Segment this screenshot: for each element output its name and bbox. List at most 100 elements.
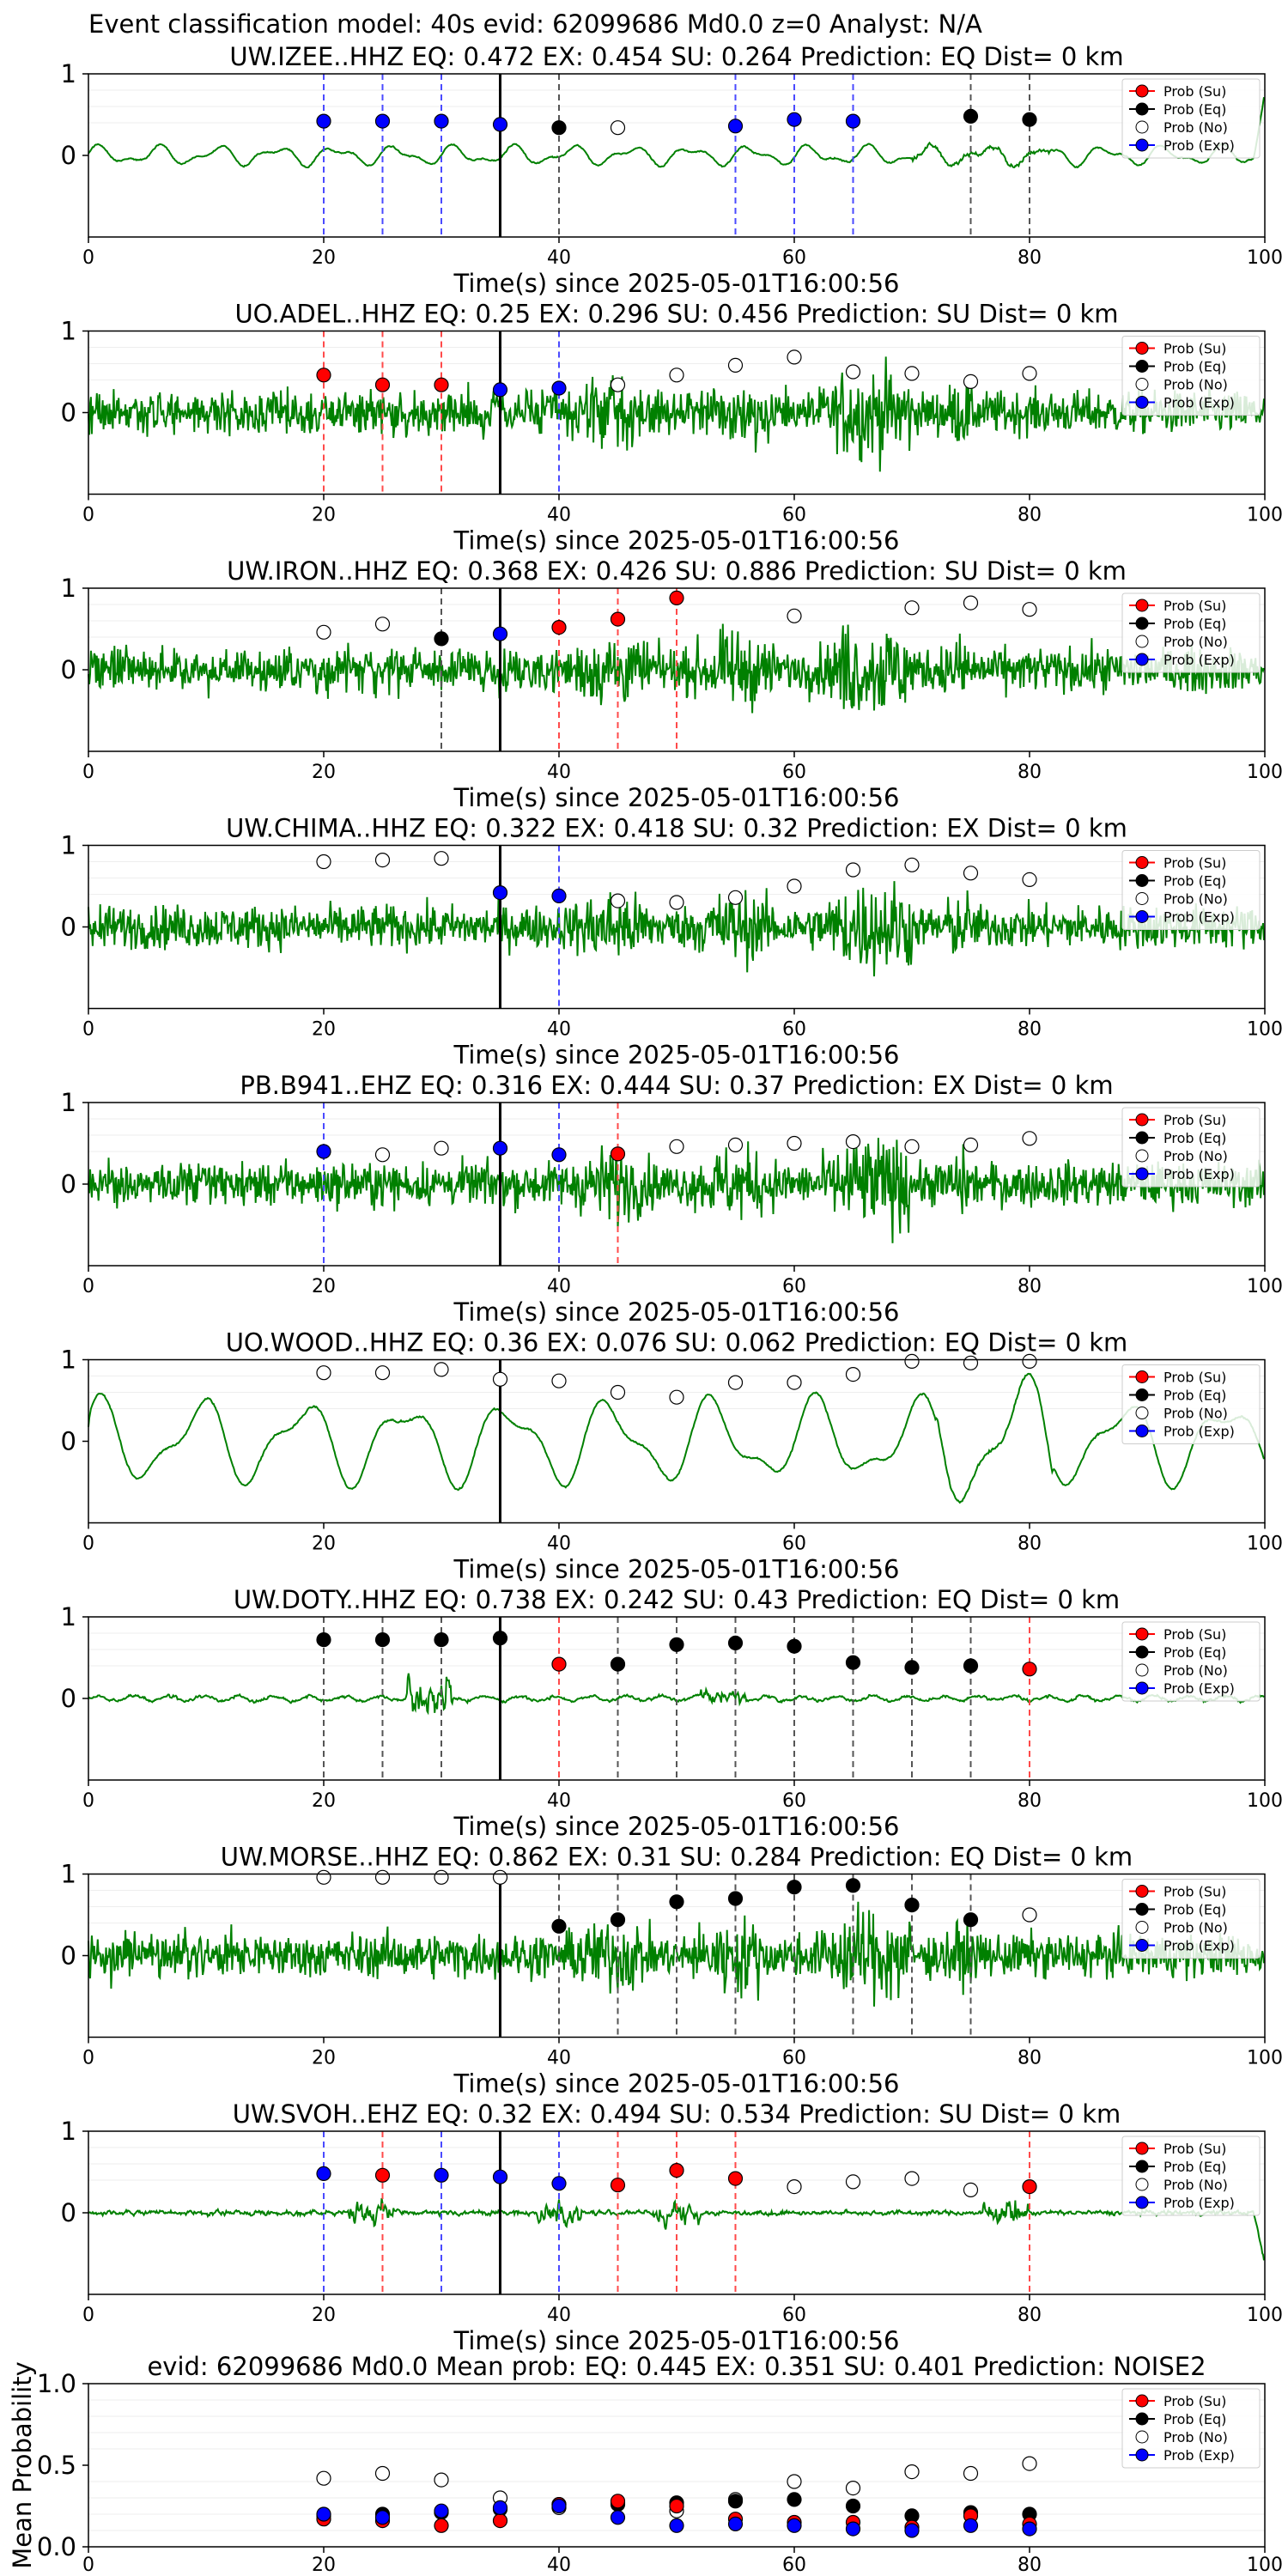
y-axis-label: Mean Probability <box>8 2361 37 2569</box>
x-tick-label: 100 <box>1247 2555 1283 2576</box>
waveform-trace <box>88 1138 1265 1243</box>
legend-marker <box>1135 2160 1149 2173</box>
legend-entry: Prob (Su) <box>1163 83 1226 100</box>
prob-marker <box>316 1144 331 1159</box>
y-tick-label: 1 <box>61 831 76 860</box>
x-axis-label: Time(s) since 2025-05-01T16:00:56 <box>453 1812 900 1841</box>
prob-marker <box>374 1869 391 1885</box>
prob-marker <box>904 1139 920 1154</box>
x-tick-label: 60 <box>782 505 806 526</box>
legend-marker <box>1135 2412 1149 2426</box>
prob-marker <box>434 377 449 392</box>
mean-prob-marker <box>434 2518 449 2533</box>
x-tick-label: 20 <box>312 1534 336 1555</box>
x-tick-label: 0 <box>82 1534 94 1555</box>
legend-marker <box>1135 1903 1149 1916</box>
legend-marker <box>1135 342 1149 355</box>
x-tick-label: 60 <box>782 762 806 783</box>
prob-marker <box>787 1880 802 1895</box>
x-tick-label: 60 <box>782 247 806 269</box>
legend-entry: Prob (Exp) <box>1163 1424 1235 1440</box>
x-tick-label: 100 <box>1247 505 1283 526</box>
x-axis-label: Time(s) since 2025-05-01T16:00:56 <box>453 269 900 298</box>
prob-marker <box>727 2171 744 2186</box>
prob-marker <box>316 2166 331 2181</box>
prob-marker <box>787 878 802 894</box>
x-tick-label: 100 <box>1247 2048 1283 2069</box>
legend-box <box>1121 1364 1261 1444</box>
x-tick-label: 60 <box>782 2555 806 2576</box>
prob-marker <box>845 1366 861 1382</box>
x-tick-label: 80 <box>1018 2555 1042 2576</box>
station-panel: UW.SVOH..EHZ EQ: 0.32 EX: 0.494 SU: 0.53… <box>61 2099 1283 2355</box>
mean-prob-marker <box>374 2465 391 2482</box>
prob-marker <box>316 368 331 383</box>
prob-marker <box>963 1137 979 1153</box>
x-axis-label: Time(s) since 2025-05-01T16:00:56 <box>453 1297 900 1327</box>
x-tick-label: 20 <box>312 2048 336 2069</box>
legend-marker <box>1135 396 1149 409</box>
prob-marker <box>434 2167 449 2183</box>
prob-marker <box>727 118 744 134</box>
prob-marker <box>1022 366 1037 381</box>
prob-marker <box>551 619 567 635</box>
prob-marker <box>610 1656 626 1672</box>
prob-marker <box>669 1894 684 1910</box>
legend-box <box>1121 78 1261 159</box>
prob-marker <box>669 368 684 383</box>
x-tick-label: 40 <box>547 2305 571 2326</box>
x-tick-label: 100 <box>1247 2305 1283 2326</box>
prob-marker <box>669 1139 684 1154</box>
x-tick-label: 40 <box>547 505 571 526</box>
prob-marker <box>727 1375 744 1390</box>
prob-marker <box>551 380 567 396</box>
legend-entry: Prob (No) <box>1163 1662 1228 1679</box>
legend-box <box>1121 2136 1261 2216</box>
mean-prob-marker <box>1022 2456 1037 2471</box>
y-tick-label: 1 <box>61 1860 76 1889</box>
legend-entry: Prob (Su) <box>1163 855 1226 872</box>
legend-marker <box>1135 84 1149 98</box>
y-tick-label: 0 <box>61 141 76 170</box>
legend-marker <box>1135 874 1149 887</box>
panel-title: UW.CHIMA..HHZ EQ: 0.322 EX: 0.418 SU: 0.… <box>226 814 1127 843</box>
y-tick-label: 1 <box>61 2117 76 2146</box>
legend-entry: Prob (Eq) <box>1163 616 1226 632</box>
mean-prob-marker <box>845 2521 861 2537</box>
legend-marker <box>1135 910 1149 923</box>
prob-marker <box>492 382 508 398</box>
x-tick-label: 40 <box>547 247 571 269</box>
prob-marker <box>904 857 920 872</box>
prob-marker <box>963 1658 979 1674</box>
prob-marker <box>727 1635 744 1651</box>
x-tick-label: 0 <box>82 1790 94 1812</box>
x-tick-label: 0 <box>82 2555 94 2576</box>
prob-marker <box>963 595 979 611</box>
legend-entry: Prob (Su) <box>1163 2141 1226 2157</box>
legend-marker <box>1135 2178 1149 2191</box>
mean-prob-marker <box>669 2498 684 2514</box>
prob-marker <box>316 624 331 640</box>
x-tick-label: 60 <box>782 1276 806 1297</box>
x-tick-label: 80 <box>1018 1790 1042 1812</box>
legend-marker <box>1135 1167 1149 1181</box>
mean-prob-marker <box>787 2492 802 2507</box>
x-tick-label: 80 <box>1018 1276 1042 1297</box>
legend-box <box>1121 1621 1261 1702</box>
mean-prob-marker <box>963 2465 979 2482</box>
legend-box <box>1121 850 1261 930</box>
legend-entry: Prob (Exp) <box>1163 395 1235 411</box>
waveform-trace <box>88 356 1265 472</box>
prob-marker <box>316 1869 331 1885</box>
x-axis-label: Time(s) since 2025-05-01T16:00:56 <box>453 2069 900 2099</box>
mean-prob-marker <box>845 2481 861 2496</box>
y-tick-label: 0 <box>61 398 76 428</box>
legend-marker <box>1135 1921 1149 1934</box>
legend-entry: Prob (No) <box>1163 377 1228 393</box>
legend-entry: Prob (No) <box>1163 2177 1228 2193</box>
prob-marker <box>787 112 802 127</box>
y-tick-label: 0 <box>61 1170 76 1199</box>
y-tick-label: 0 <box>61 1684 76 1713</box>
prob-marker <box>551 2176 567 2191</box>
